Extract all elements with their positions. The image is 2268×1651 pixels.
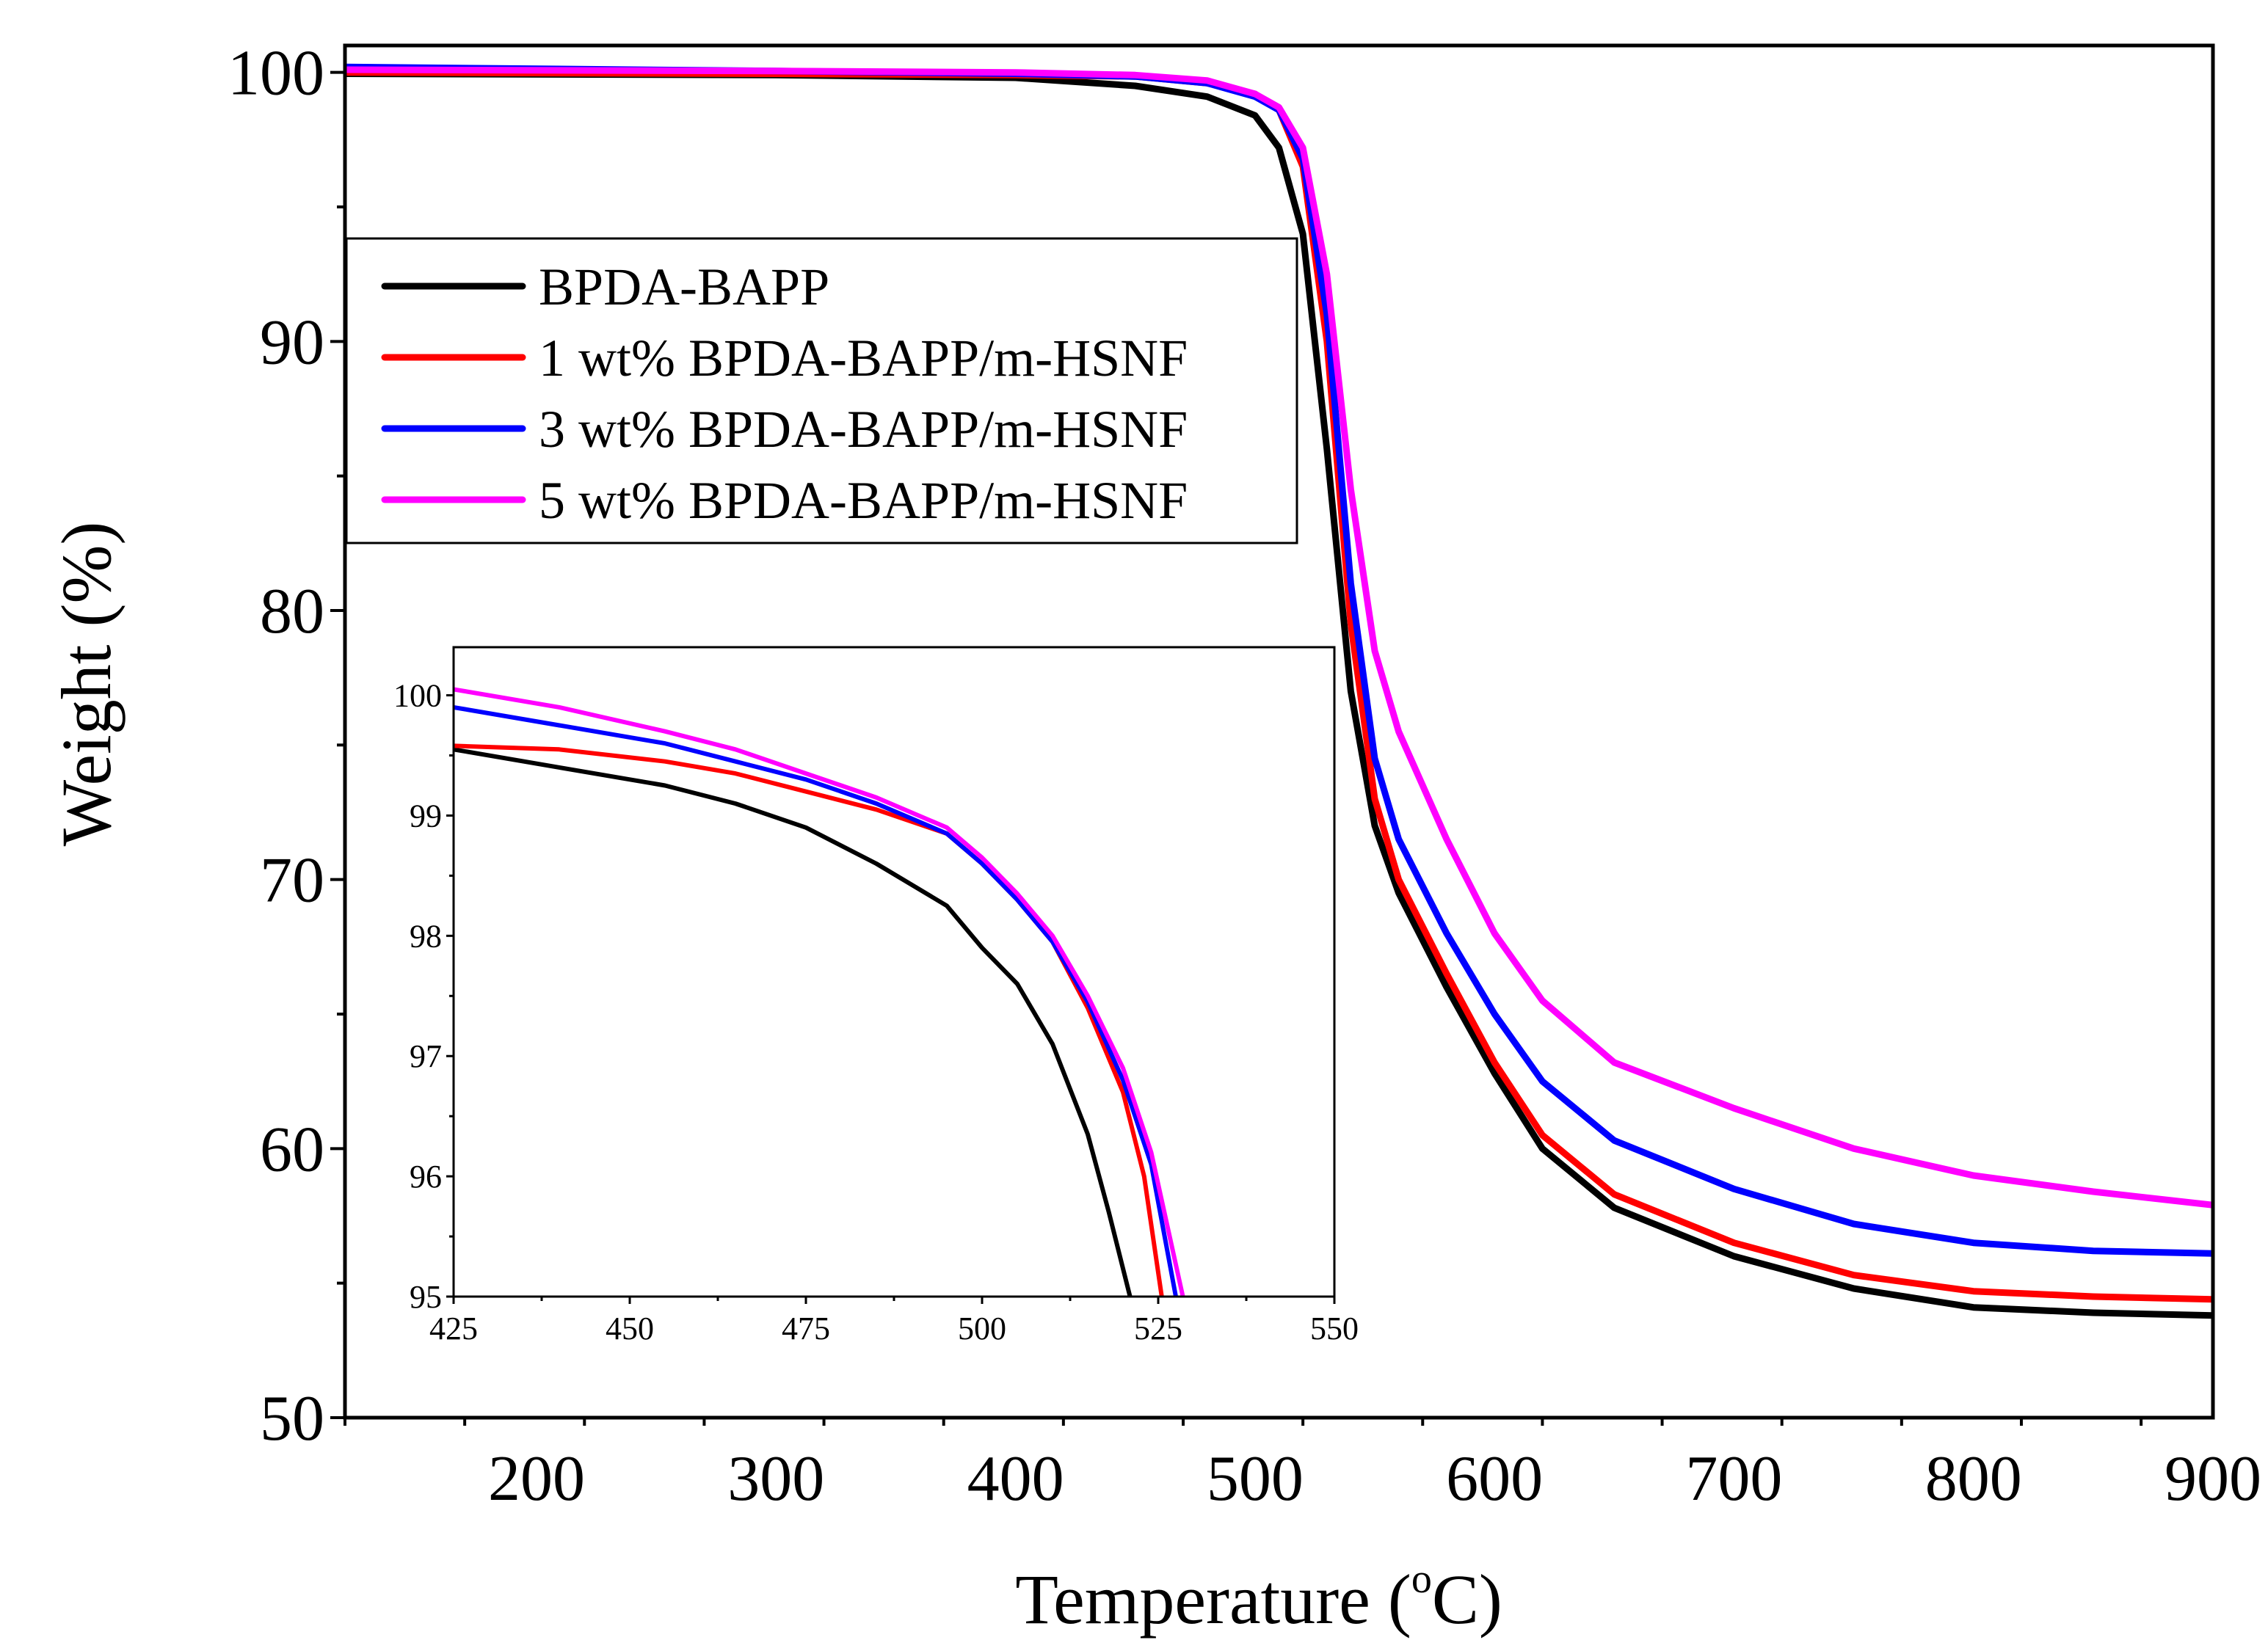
- main-plot: 200 300 400 500 600 700 800 900 50 60 70 80 90 100: [228, 38, 2261, 1515]
- main-series-line-3: [345, 66, 2213, 1209]
- main-y-tick-label: 70: [260, 845, 324, 916]
- inset-series-group: [454, 687, 1185, 1297]
- main-y-tick-label: 50: [260, 1383, 324, 1454]
- legend-label-2: 3 wt% BPDA-BAPP/m-HSNF: [539, 400, 1188, 459]
- inset-y-tick-label: 100: [393, 678, 442, 714]
- inset-background: [454, 647, 1334, 1297]
- inset-series-line-3: [454, 687, 1185, 1297]
- legend: BPDA-BAPP 1 wt% BPDA-BAPP/m-HSNF 3 wt% BPD…: [345, 237, 1298, 544]
- main-x-tick-label: 800: [1925, 1443, 2022, 1515]
- x-axis-title-prefix: Temperature (: [1015, 1560, 1411, 1639]
- inset-x-tick-label: 425: [429, 1311, 478, 1346]
- main-plot-frame: [343, 43, 2215, 1420]
- main-x-tick-label: 900: [2165, 1443, 2261, 1515]
- x-axis-title: Temperature (oC): [1015, 1556, 1502, 1639]
- y-axis-title: Weight (%): [47, 522, 126, 847]
- inset-y-tick-label: 95: [410, 1279, 442, 1315]
- inset-y-tick-label: 97: [410, 1038, 442, 1074]
- legend-label-3: 5 wt% BPDA-BAPP/m-HSNF: [539, 471, 1188, 530]
- inset-x-tick-label: 475: [782, 1311, 830, 1346]
- x-axis-title-suffix: C): [1432, 1560, 1502, 1639]
- main-x-tick-label: 400: [967, 1443, 1064, 1515]
- inset-plot: 425 450 475 500 525 550 95 96 97 98 99 100: [393, 646, 1359, 1346]
- main-y-tick-label: 60: [260, 1114, 324, 1185]
- main-x-tick-label: 700: [1685, 1443, 1782, 1515]
- main-x-tick-label: 300: [727, 1443, 824, 1515]
- main-y-tick-label: 90: [260, 307, 324, 378]
- main-series-line-0: [345, 70, 2213, 1319]
- inset-series-line-2: [454, 704, 1178, 1297]
- inset-series-line-0: [454, 747, 1133, 1297]
- main-x-tick-label: 200: [488, 1443, 585, 1515]
- inset-x-tick-label: 550: [1310, 1311, 1359, 1346]
- axis-titles: Temperature (oC) Weight (%): [47, 522, 1502, 1639]
- main-x-tick-label: 500: [1207, 1443, 1304, 1515]
- inset-y-tick-label: 98: [410, 918, 442, 954]
- x-axis-title-degree: o: [1411, 1556, 1432, 1602]
- legend-label-0: BPDA-BAPP: [539, 258, 829, 316]
- inset-x-tick-label: 500: [958, 1311, 1006, 1346]
- legend-label-1: 1 wt% BPDA-BAPP/m-HSNF: [539, 329, 1188, 387]
- main-y-tick-label: 100: [228, 38, 324, 109]
- main-series-group: [345, 63, 2213, 1319]
- main-x-tick-label: 600: [1446, 1443, 1543, 1515]
- main-y-tick-label: 80: [260, 576, 324, 647]
- inset-y-tick-label: 96: [410, 1159, 442, 1195]
- inset-x-tick-label: 450: [606, 1311, 654, 1346]
- inset-x-tick-label: 525: [1134, 1311, 1182, 1346]
- inset-y-tick-label: 99: [410, 798, 442, 834]
